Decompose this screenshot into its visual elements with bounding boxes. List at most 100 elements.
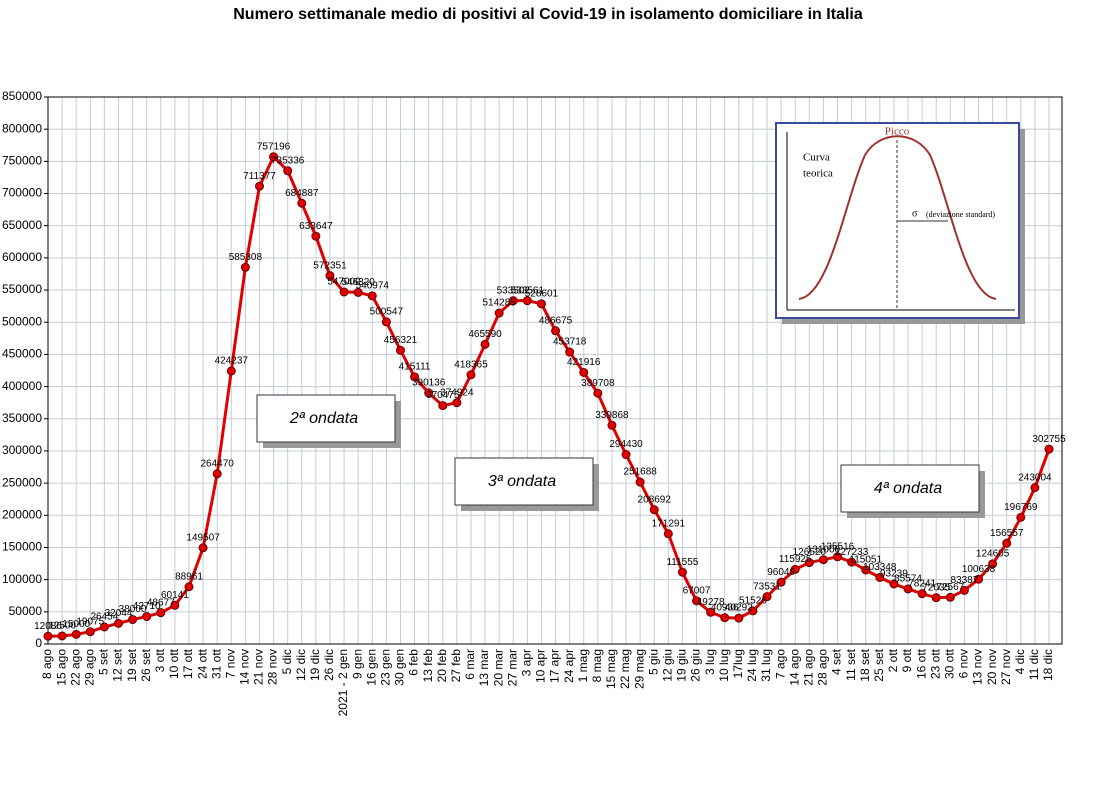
data-point xyxy=(410,372,420,382)
annotations: 2ª ondata 3ª ondata 4ª ondata xyxy=(256,394,985,518)
inset: Picco Curva teorica σ (deviazione standa… xyxy=(775,122,1025,324)
data-point xyxy=(367,291,377,301)
y-tick-label: 100000 xyxy=(2,572,42,586)
x-tick-label: 16 ott xyxy=(914,648,928,679)
data-point xyxy=(438,401,448,411)
data-label: 111555 xyxy=(666,557,698,568)
x-tick-label: 10 lug xyxy=(717,649,731,682)
data-point xyxy=(621,450,631,460)
x-tick-label: 11 dic xyxy=(1027,649,1041,680)
data-label: 156557 xyxy=(990,528,1024,539)
data-label: 127233 xyxy=(835,547,869,558)
data-point xyxy=(790,564,800,574)
data-label: 19075 xyxy=(76,616,104,627)
x-tick-label: 10 ott xyxy=(167,648,181,679)
x-tick-label: 13 feb xyxy=(421,649,435,683)
data-label: 115051 xyxy=(849,555,882,566)
x-tick-label: 30 ott xyxy=(942,648,956,679)
x-tick-label: 17lug xyxy=(731,649,745,678)
data-point xyxy=(184,582,194,592)
inset-sigma-note: (deviazione standard) xyxy=(926,210,995,219)
x-tick-label: 3 apr xyxy=(520,649,534,676)
x-tick-label: 15 mag xyxy=(604,649,618,689)
x-tick-label: 29 ago xyxy=(82,649,96,686)
data-point xyxy=(339,287,349,297)
data-point xyxy=(677,567,687,577)
data-point xyxy=(734,613,744,623)
y-tick-label: 300000 xyxy=(2,443,42,457)
annotation: 3ª ondata xyxy=(488,473,556,490)
data-label: 540974 xyxy=(356,281,390,292)
data-label: 135516 xyxy=(821,541,855,552)
x-tick-label: 27 feb xyxy=(449,649,463,683)
x-tick-label: 29 mag xyxy=(632,649,646,689)
data-label: 500547 xyxy=(370,307,404,318)
data-point xyxy=(395,345,405,355)
x-tick-label: 13 mar xyxy=(477,649,491,686)
data-label: 124605 xyxy=(976,548,1010,559)
data-point xyxy=(974,574,984,584)
data-label: 533561 xyxy=(511,285,545,296)
data-label: 547000 xyxy=(327,277,361,288)
annotation: 4ª ondata xyxy=(874,480,942,497)
x-tick-label: 20 nov xyxy=(985,649,999,685)
data-point xyxy=(381,317,391,327)
data-point xyxy=(480,339,490,349)
data-label: 73531 xyxy=(753,581,781,592)
data-label: 294430 xyxy=(609,439,643,450)
data-point xyxy=(508,296,518,306)
x-tick-label: 28 ago xyxy=(816,649,830,686)
data-label: 15000 xyxy=(62,619,90,630)
data-label: 12500 xyxy=(48,621,76,632)
data-point xyxy=(494,308,504,318)
data-point xyxy=(1030,483,1040,493)
x-tick-label: 4 set xyxy=(830,648,844,675)
annotation-box xyxy=(454,457,594,506)
data-label: 42710 xyxy=(133,601,161,612)
data-label: 48677 xyxy=(147,597,175,608)
x-tick-label: 2021 - 2 gen xyxy=(336,649,350,716)
data-label: 418365 xyxy=(454,359,488,370)
data-point xyxy=(212,469,222,479)
data-point xyxy=(269,152,279,162)
data-label: 49278 xyxy=(697,597,725,608)
data-point xyxy=(889,579,899,589)
annotation-box xyxy=(840,464,980,513)
x-tick-label: 12 giu xyxy=(661,649,675,682)
data-point xyxy=(57,631,67,641)
data-point xyxy=(720,613,730,623)
data-point xyxy=(833,552,843,562)
data-point xyxy=(1044,444,1054,454)
data-label: 60141 xyxy=(161,590,189,601)
data-label: 115925 xyxy=(779,554,812,565)
y-tick-label: 200000 xyxy=(2,507,42,521)
data-label: 514285 xyxy=(482,298,516,309)
data-label: 757196 xyxy=(257,141,291,152)
data-label: 424237 xyxy=(215,356,249,367)
data-label: 100638 xyxy=(962,564,996,575)
data-label: 40292 xyxy=(725,603,753,614)
data-label: 196769 xyxy=(1004,502,1038,513)
y-tick-label: 50000 xyxy=(9,604,43,618)
y-tick-label: 600000 xyxy=(2,250,42,264)
data-label: 684887 xyxy=(285,188,319,199)
x-tick-label: 4 dic xyxy=(1013,649,1027,674)
x-tick-label: 17 ott xyxy=(181,648,195,679)
data-label: 32044 xyxy=(105,608,133,619)
x-tick-label: 16 gen xyxy=(364,649,378,686)
data-point xyxy=(762,592,772,602)
data-label: 251688 xyxy=(623,467,657,478)
data-label: 302755 xyxy=(1032,434,1066,445)
x-tick-label: 6 feb xyxy=(407,649,421,676)
x-tick-label: 26 dic xyxy=(322,649,336,681)
data-label: 453718 xyxy=(553,337,587,348)
data-label: 131000 xyxy=(807,544,841,555)
data-label: 572351 xyxy=(313,260,347,271)
data-label: 83387 xyxy=(951,575,979,586)
data-point xyxy=(522,296,532,306)
data-label: 85574 xyxy=(894,574,922,585)
y-tick-label: 150000 xyxy=(2,540,42,554)
x-tick-label: 19 giu xyxy=(675,649,689,682)
data-point xyxy=(156,608,166,618)
data-point xyxy=(311,231,321,241)
